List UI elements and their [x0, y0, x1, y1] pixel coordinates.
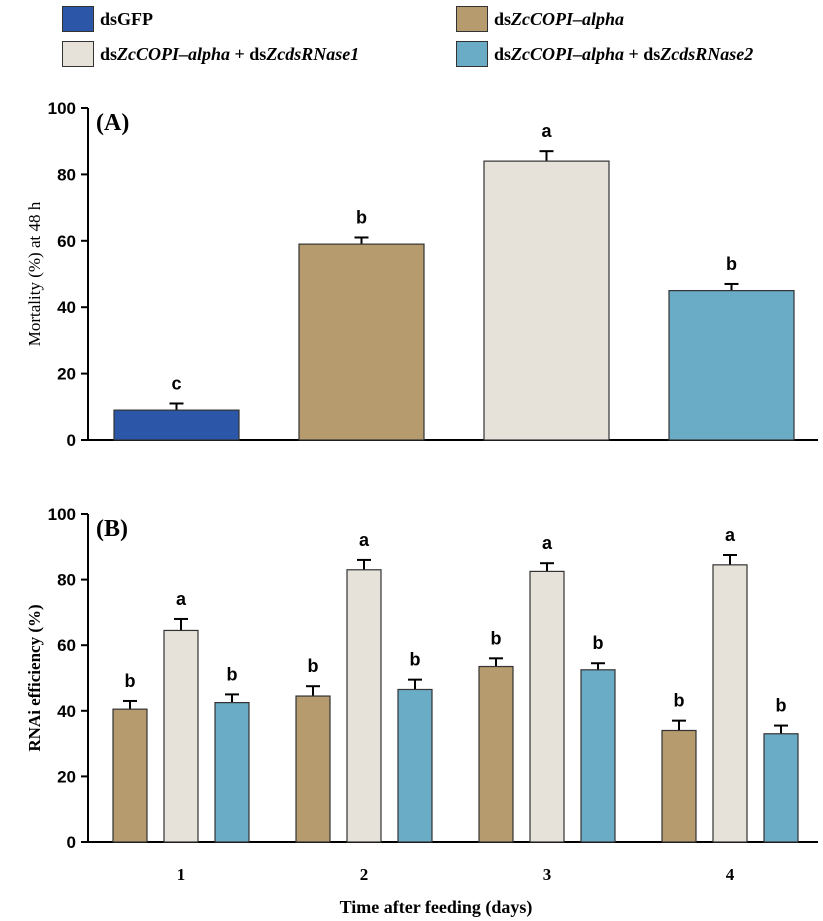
significance-letter: b: [674, 691, 685, 711]
legend-swatch: [62, 41, 94, 67]
significance-letter: b: [308, 656, 319, 676]
bar: [529, 570, 565, 843]
legend-label: dsZcCOPI–alpha + dsZcdsRNase2: [494, 43, 754, 64]
panel-label: (B): [96, 516, 128, 542]
legend-entry: dsZcCOPI–alpha + dsZcdsRNase2: [456, 40, 753, 68]
legend-swatch: [456, 41, 488, 67]
y-tick-label: 0: [67, 833, 76, 852]
bar: [478, 665, 514, 843]
significance-letter: c: [171, 373, 181, 393]
legend-label: dsGFP: [100, 8, 154, 29]
y-tick-label: 60: [57, 232, 76, 251]
significance-letter: b: [776, 696, 787, 716]
significance-letter: b: [410, 650, 421, 670]
significance-letter: a: [542, 533, 553, 553]
x-tick-label: 4: [726, 865, 735, 884]
y-axis-label: Mortality (%) at 48 h: [25, 201, 44, 346]
x-tick-label: 1: [177, 865, 186, 884]
bar: [298, 243, 425, 441]
bar: [295, 695, 331, 843]
bar: [763, 733, 799, 843]
significance-letter: b: [356, 207, 367, 227]
y-tick-label: 80: [57, 165, 76, 184]
significance-letter: a: [541, 121, 552, 141]
bar: [113, 409, 240, 441]
legend-swatch: [456, 6, 488, 32]
x-tick-label: 3: [543, 865, 552, 884]
legend-entry: dsGFP: [62, 5, 153, 33]
significance-letter: b: [227, 664, 238, 684]
significance-letter: a: [725, 525, 736, 545]
y-axis-label: RNAi efficiency (%): [25, 604, 44, 751]
x-tick-label: 2: [360, 865, 369, 884]
bar: [346, 569, 382, 843]
chart-legend: dsGFP dsZcCOPI–alpha dsZcCOPI–alpha + dsZc…: [0, 0, 823, 80]
bar: [483, 160, 610, 441]
bar: [163, 629, 199, 843]
y-tick-label: 20: [57, 365, 76, 384]
y-tick-label: 20: [57, 767, 76, 786]
y-tick-label: 100: [48, 99, 76, 118]
bar: [661, 729, 697, 843]
y-tick-label: 40: [57, 298, 76, 317]
significance-letter: b: [491, 628, 502, 648]
x-axis-label: Time after feeding (days): [340, 897, 533, 918]
bar: [668, 290, 795, 441]
bar: [112, 708, 148, 843]
legend-label: dsZcCOPI–alpha: [494, 8, 625, 29]
legend-swatch: [62, 6, 94, 32]
legend-entry: dsZcCOPI–alpha: [456, 5, 624, 33]
significance-letter: b: [593, 633, 604, 653]
y-tick-label: 0: [67, 431, 76, 450]
y-tick-label: 100: [48, 505, 76, 524]
legend-entry: dsZcCOPI–alpha + dsZcdsRNase1: [62, 40, 359, 68]
bar: [712, 564, 748, 843]
bar: [580, 669, 616, 843]
y-tick-label: 60: [57, 636, 76, 655]
y-tick-label: 80: [57, 571, 76, 590]
significance-letter: b: [125, 671, 136, 691]
bar: [214, 701, 250, 843]
bar: [397, 688, 433, 843]
panel-label: (A): [96, 110, 129, 136]
significance-letter: b: [726, 254, 737, 274]
significance-letter: a: [176, 589, 187, 609]
significance-letter: a: [359, 530, 370, 550]
y-tick-label: 40: [57, 702, 76, 721]
legend-label: dsZcCOPI–alpha + dsZcdsRNase1: [100, 43, 360, 64]
